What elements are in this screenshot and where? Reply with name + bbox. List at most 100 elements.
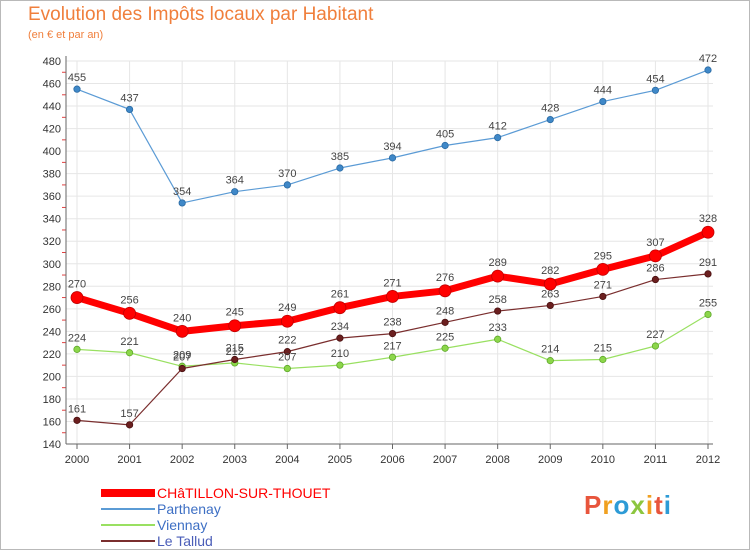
- x-tick-label: 2007: [433, 454, 457, 466]
- data-point-parthenay: [231, 188, 239, 196]
- chart-subtitle: (en € et par an): [28, 29, 104, 41]
- data-label-viennay: 207: [278, 352, 296, 364]
- data-point-parthenay: [494, 134, 502, 142]
- data-point-viennay: [125, 349, 134, 357]
- y-tick-label: 400: [43, 146, 61, 158]
- y-tick-label: 380: [43, 169, 61, 181]
- y-tick-label: 260: [43, 304, 61, 316]
- y-tick-label: 320: [43, 236, 61, 248]
- y-tick-label: 300: [43, 259, 61, 271]
- data-label-ch-tillon-sur-thouet: 289: [488, 257, 506, 269]
- y-tick-label: 440: [43, 101, 61, 113]
- data-point-parthenay: [546, 115, 554, 124]
- y-tick-label: 160: [43, 416, 61, 428]
- chart-title: Evolution des Impôts locaux par Habitant: [28, 4, 374, 25]
- data-label-parthenay: 364: [226, 175, 244, 187]
- data-point-parthenay: [178, 199, 186, 207]
- y-tick-label: 220: [43, 349, 61, 361]
- data-point-parthenay: [283, 181, 291, 189]
- x-tick-label: 2004: [275, 454, 299, 466]
- data-point-le-tallud: [125, 421, 134, 429]
- data-label-parthenay: 455: [68, 72, 86, 84]
- data-point-parthenay: [336, 164, 344, 172]
- y-tick-label: 200: [43, 371, 61, 383]
- data-label-viennay: 212: [226, 346, 244, 358]
- data-point-ch-tillon-sur-thouet: [491, 269, 505, 283]
- x-tick-label: 2003: [223, 454, 247, 466]
- data-label-parthenay: 444: [594, 85, 612, 97]
- data-point-viennay: [388, 353, 397, 361]
- data-label-ch-tillon-sur-thouet: 256: [120, 294, 138, 306]
- data-label-parthenay: 354: [173, 186, 191, 198]
- data-labels: 224 221 209 212 207 210 217 225 233 214 215 227 255 1…: [68, 53, 717, 420]
- data-label-parthenay: 472: [699, 53, 717, 65]
- y-tick-labels: 140 160 180 200 220 240 260 280 300 320 340 360 380 4…: [43, 56, 61, 451]
- data-point-parthenay: [388, 154, 397, 162]
- data-point-ch-tillon-sur-thouet: [333, 301, 347, 315]
- data-label-ch-tillon-sur-thouet: 276: [436, 272, 454, 284]
- data-label-ch-tillon-sur-thouet: 295: [594, 250, 612, 262]
- legend-label-le-tallud: Le Tallud: [157, 533, 213, 549]
- logo-letter: i: [645, 490, 655, 520]
- data-point-le-tallud: [178, 364, 186, 373]
- legend-label-ch-tillon-sur-thouet: CHâTILLON-SUR-THOUET: [157, 485, 331, 501]
- x-tick-label: 2005: [328, 454, 352, 466]
- data-point-le-tallud: [231, 355, 239, 364]
- data-point-le-tallud: [73, 416, 81, 424]
- data-label-ch-tillon-sur-thouet: 307: [646, 237, 664, 249]
- legend-swatch-ch-tillon-sur-thouet: [101, 489, 155, 497]
- data-label-parthenay: 394: [383, 141, 401, 153]
- data-point-ch-tillon-sur-thouet: [228, 319, 242, 333]
- data-point-le-tallud: [651, 275, 660, 284]
- x-tick-labels: 2000 2001 2002 2003 2004 2005 2006 2007 2008 2009…: [65, 454, 720, 466]
- data-point-ch-tillon-sur-thouet: [649, 249, 662, 263]
- grid-lines: [66, 60, 713, 445]
- data-point-ch-tillon-sur-thouet: [280, 314, 294, 328]
- data-label-viennay: 217: [383, 340, 401, 352]
- data-point-parthenay: [651, 86, 660, 94]
- data-label-viennay: 233: [488, 322, 506, 334]
- y-tick-label: 360: [43, 191, 61, 203]
- data-label-le-tallud: 157: [120, 408, 138, 420]
- data-point-le-tallud: [388, 330, 397, 338]
- axes: [62, 56, 713, 449]
- data-point-le-tallud: [599, 292, 607, 301]
- data-label-parthenay: 437: [120, 92, 138, 104]
- data-point-le-tallud: [441, 318, 449, 326]
- y-tick-label: 480: [43, 56, 61, 68]
- data-label-le-tallud: 271: [594, 279, 612, 291]
- data-point-parthenay: [73, 85, 81, 93]
- legend-label-viennay: Viennay: [157, 517, 208, 533]
- data-label-le-tallud: 222: [278, 335, 296, 347]
- logo-letter: r: [602, 490, 614, 520]
- data-label-viennay: 221: [120, 336, 138, 348]
- proxiti-logo: Proxiti: [584, 490, 672, 521]
- data-label-viennay: 214: [541, 344, 559, 356]
- data-point-viennay: [704, 310, 712, 319]
- data-point-viennay: [546, 357, 554, 365]
- data-label-viennay: 225: [436, 331, 454, 343]
- data-point-viennay: [494, 335, 502, 343]
- data-label-ch-tillon-sur-thouet: 245: [226, 307, 244, 319]
- y-tick-label: 140: [43, 439, 61, 451]
- data-point-ch-tillon-sur-thouet: [386, 290, 399, 303]
- data-label-le-tallud: 263: [541, 288, 559, 300]
- data-point-parthenay: [599, 97, 607, 106]
- data-label-viennay: 215: [594, 343, 612, 355]
- data-label-parthenay: 428: [541, 103, 559, 115]
- logo-letter: t: [654, 490, 664, 520]
- data-label-viennay: 209: [173, 349, 191, 361]
- y-tick-label: 460: [43, 79, 61, 91]
- data-point-ch-tillon-sur-thouet: [70, 291, 84, 304]
- data-point-le-tallud: [704, 270, 712, 278]
- data-label-ch-tillon-sur-thouet: 282: [541, 265, 559, 277]
- data-label-ch-tillon-sur-thouet: 261: [331, 289, 349, 301]
- data-label-parthenay: 370: [278, 168, 296, 180]
- y-tick-label: 280: [43, 281, 61, 293]
- data-point-ch-tillon-sur-thouet: [596, 262, 610, 276]
- data-point-viennay: [651, 342, 660, 350]
- x-tick-label: 2011: [644, 454, 668, 466]
- data-label-ch-tillon-sur-thouet: 271: [383, 277, 401, 289]
- data-label-viennay: 210: [331, 348, 349, 360]
